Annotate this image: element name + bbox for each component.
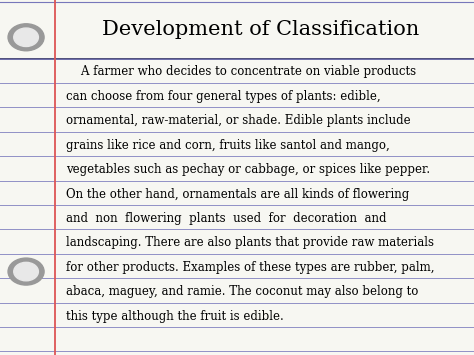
Text: Development of Classification: Development of Classification [102,20,419,39]
Text: On the other hand, ornamentals are all kinds of flowering: On the other hand, ornamentals are all k… [66,187,410,201]
Text: this type although the fruit is edible.: this type although the fruit is edible. [66,310,284,323]
Text: and  non  flowering  plants  used  for  decoration  and: and non flowering plants used for decora… [66,212,387,225]
Text: grains like rice and corn, fruits like santol and mango,: grains like rice and corn, fruits like s… [66,139,390,152]
Text: landscaping. There are also plants that provide raw materials: landscaping. There are also plants that … [66,236,434,249]
Text: ornamental, raw-material, or shade. Edible plants include: ornamental, raw-material, or shade. Edib… [66,114,411,127]
Text: can choose from four general types of plants: edible,: can choose from four general types of pl… [66,90,381,103]
Text: abaca, maguey, and ramie. The coconut may also belong to: abaca, maguey, and ramie. The coconut ma… [66,285,419,298]
Circle shape [8,258,44,285]
Text: A farmer who decides to concentrate on viable products: A farmer who decides to concentrate on v… [66,66,417,78]
Text: vegetables such as pechay or cabbage, or spices like pepper.: vegetables such as pechay or cabbage, or… [66,163,430,176]
Circle shape [14,28,38,47]
Circle shape [14,262,38,281]
Text: for other products. Examples of these types are rubber, palm,: for other products. Examples of these ty… [66,261,435,274]
Circle shape [8,24,44,51]
